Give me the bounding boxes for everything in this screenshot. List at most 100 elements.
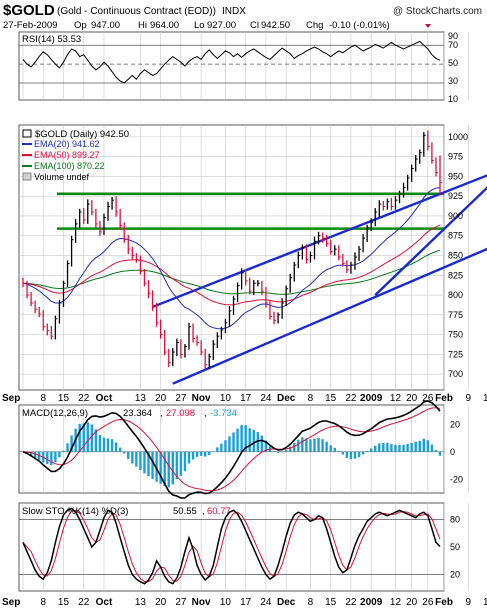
macd-histogram-bar xyxy=(374,445,377,452)
macd-histogram-bar xyxy=(410,442,413,452)
macd-histogram-bar xyxy=(143,451,146,474)
macd-panel xyxy=(18,404,445,494)
macd-histogram-bar xyxy=(365,451,369,452)
macd-histogram-bar xyxy=(406,444,409,452)
macd-histogram-bar xyxy=(382,442,385,452)
macd-histogram-bar xyxy=(390,444,393,452)
stochastic-tick-label: 20 xyxy=(450,570,460,580)
price-tick-label: 875 xyxy=(448,231,463,241)
macd-tick-label: -20 xyxy=(450,474,463,484)
symbol-description: (Gold - Continuous Contract (EOD)) xyxy=(57,6,216,17)
date-axis-label: 17 xyxy=(483,597,487,608)
price-tick-label: 925 xyxy=(448,191,463,201)
quote-high-label: Hi xyxy=(138,20,147,31)
macd-histogram-bar xyxy=(357,451,361,458)
macd-histogram-bar xyxy=(256,432,260,452)
rsi-tick-label: 50 xyxy=(448,58,458,68)
date-axis-label: Nov xyxy=(192,393,211,404)
quote-open-value: 947.00 xyxy=(91,20,120,31)
macd-histogram-bar xyxy=(203,451,207,457)
macd-histogram-bar xyxy=(313,438,316,452)
macd-histogram-bar xyxy=(151,451,154,479)
macd-histogram-bar xyxy=(191,451,195,460)
macd-indicator-label: MACD(12,26,9) xyxy=(22,408,88,419)
macd-histogram-bar xyxy=(216,447,219,452)
date-axis-label: 20 xyxy=(406,393,418,404)
date-axis-label: 10 xyxy=(220,597,232,608)
date-axis-label: 24 xyxy=(260,597,272,608)
date-axis-label: 8 xyxy=(308,597,314,608)
date-axis-label: 22 xyxy=(345,393,357,404)
macd-histogram-bar xyxy=(240,425,243,452)
macd-histogram-bar xyxy=(78,423,81,452)
macd-histogram-bar xyxy=(414,441,417,452)
date-axis-label: Sep xyxy=(2,393,20,404)
macd-histogram-bar xyxy=(66,443,69,452)
quote-close-label: Cl xyxy=(250,20,259,31)
ema50-legend-label: EMA(50) 899.27 xyxy=(34,150,100,160)
down-arrow-icon xyxy=(425,24,431,28)
macd-histogram-bar xyxy=(147,451,150,477)
macd-histogram-bar xyxy=(110,439,114,452)
date-axis-label: 26 xyxy=(422,393,434,404)
ema20-line xyxy=(22,187,441,330)
macd-histogram-bar xyxy=(426,440,430,452)
date-axis-label: 26 xyxy=(422,597,434,608)
stochastic-indicator-label: Slow STO %K(14) %D(3) xyxy=(22,506,128,517)
macd-separator: , xyxy=(204,408,207,419)
macd-histogram-bar xyxy=(248,428,251,452)
macd-histogram-bar xyxy=(422,438,426,452)
macd-histogram-bar xyxy=(62,450,65,452)
macd-histogram-bar xyxy=(167,451,170,488)
stochastic-k-value: 50.55 xyxy=(173,506,197,517)
macd-histogram-bar xyxy=(394,444,397,452)
macd-histogram-bar xyxy=(183,451,187,472)
macd-histogram-bar xyxy=(264,440,268,452)
exchange-label: INDX xyxy=(222,6,246,17)
macd-histogram-bar xyxy=(195,451,199,457)
price-tick-label: 775 xyxy=(448,310,463,320)
macd-histogram-bar xyxy=(46,451,49,465)
macd-histogram-bar xyxy=(163,451,166,487)
macd-histogram-bar xyxy=(337,451,340,452)
macd-histogram-bar xyxy=(98,435,102,452)
macd-histogram-bar xyxy=(317,438,320,452)
date-axis-label: 24 xyxy=(260,393,272,404)
price-tick-label: 750 xyxy=(448,330,463,340)
macd-histogram-bar xyxy=(272,450,276,452)
macd-histogram-value: -3.734 xyxy=(210,408,237,419)
macd-histogram-bar xyxy=(305,438,308,452)
date-axis-label: Nov xyxy=(192,597,211,608)
date-axis-label: 15 xyxy=(325,393,337,404)
date-axis-label: 22 xyxy=(78,597,90,608)
ema20-legend-label: EMA(20) 941.62 xyxy=(34,139,100,149)
date-axis-label: Feb xyxy=(435,597,453,608)
quote-low-value: 927.00 xyxy=(207,20,236,31)
price-tick-label: 975 xyxy=(448,152,463,162)
rsi-indicator-label: RSI(14) 53.53 xyxy=(22,34,81,45)
macd-histogram-bar xyxy=(301,437,304,452)
date-axis-label: 13 xyxy=(135,597,147,608)
macd-histogram-bar xyxy=(139,451,142,471)
macd-histogram-bar xyxy=(179,451,183,476)
volume-legend-label: Volume undef xyxy=(34,172,90,182)
date-axis-label: 15 xyxy=(325,597,337,608)
macd-histogram-bar xyxy=(236,428,239,452)
date-axis-label: 17 xyxy=(240,597,252,608)
macd-histogram-bar xyxy=(102,437,106,452)
macd-histogram-bar xyxy=(430,444,434,452)
quote-high-value: 964.00 xyxy=(150,20,179,31)
macd-histogram-bar xyxy=(252,429,255,452)
macd-histogram-bar xyxy=(70,435,73,452)
macd-signal-line xyxy=(22,407,441,492)
macd-tick-label: 0 xyxy=(450,447,455,457)
macd-histogram-bar xyxy=(159,451,162,484)
price-panel xyxy=(18,124,445,391)
date-axis-label: 20 xyxy=(406,597,418,608)
macd-histogram-bar xyxy=(418,440,421,452)
macd-histogram-bar xyxy=(434,450,438,452)
quote-change-value: -0.10 (-0.01%) xyxy=(329,20,390,31)
macd-histogram-bar xyxy=(309,439,312,452)
macd-histogram-bar xyxy=(402,444,405,452)
price-tick-label: 725 xyxy=(448,349,463,359)
